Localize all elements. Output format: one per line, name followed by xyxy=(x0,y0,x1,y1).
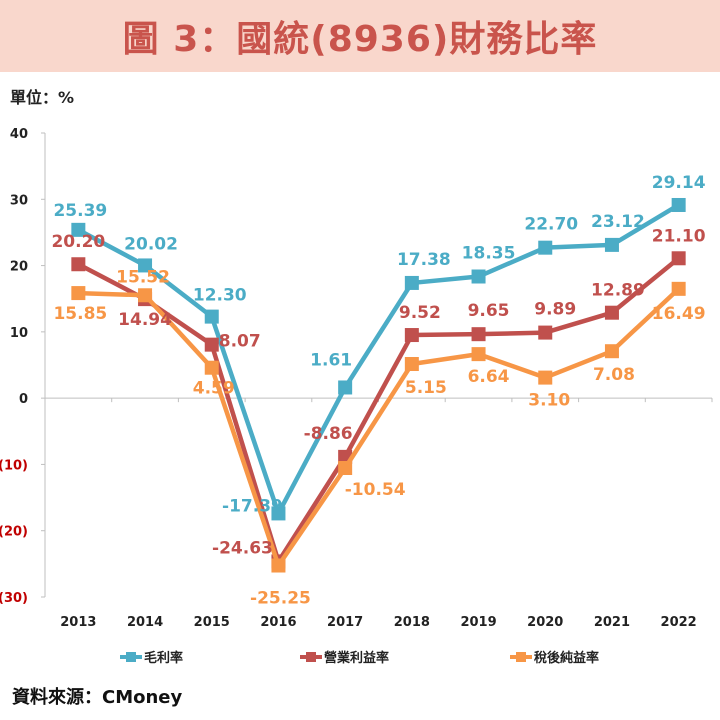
data-point-marker xyxy=(404,328,419,343)
data-point-marker xyxy=(138,288,153,303)
data-point-marker xyxy=(71,257,86,272)
data-label: 29.14 xyxy=(652,173,706,193)
data-point-marker xyxy=(204,309,219,324)
x-tick-label: 2014 xyxy=(127,615,163,630)
legend-marker xyxy=(126,652,136,662)
x-tick-label: 2015 xyxy=(194,615,230,630)
data-point-marker xyxy=(271,558,286,573)
series-line xyxy=(77,203,680,516)
x-tick-label: 2021 xyxy=(594,615,630,630)
data-point-marker xyxy=(471,347,486,362)
y-tick-label: 10 xyxy=(10,326,28,341)
data-point-marker xyxy=(404,357,419,372)
data-point-marker xyxy=(604,344,619,359)
data-label: 12.89 xyxy=(591,281,645,301)
data-point-marker xyxy=(538,325,553,340)
y-tick-label: 30 xyxy=(10,193,28,208)
data-label: 20.20 xyxy=(51,232,105,252)
data-point-marker xyxy=(71,286,86,301)
legend-item-2: 營業利益率 xyxy=(300,650,389,666)
data-label: 16.49 xyxy=(652,304,706,324)
series-1 xyxy=(71,197,686,521)
legend-label: 稅後純益率 xyxy=(534,650,599,666)
data-point-marker xyxy=(338,461,353,476)
data-label: 15.52 xyxy=(116,267,170,287)
data-point-marker xyxy=(604,237,619,252)
y-tick-label: 40 xyxy=(10,127,28,142)
data-label: 1.61 xyxy=(310,350,352,370)
legend-item-1: 毛利率 xyxy=(120,650,183,666)
data-label: 22.70 xyxy=(524,215,578,235)
data-point-marker xyxy=(404,275,419,290)
data-label: 4.59 xyxy=(193,379,235,399)
legend-label: 營業利益率 xyxy=(324,650,389,666)
data-point-marker xyxy=(471,327,486,342)
series-line xyxy=(78,287,681,568)
y-tick-label: (30) xyxy=(0,591,28,606)
data-label: 20.02 xyxy=(124,234,178,254)
data-label: 9.89 xyxy=(534,300,576,320)
legend-marker xyxy=(516,652,526,662)
data-label: -24.63 xyxy=(212,538,273,558)
data-point-marker xyxy=(671,281,686,296)
chart-title: 圖 3：國統(8936)財務比率 xyxy=(122,19,598,60)
x-tick-label: 2020 xyxy=(527,615,563,630)
data-point-marker xyxy=(538,240,553,255)
x-tick-label: 2017 xyxy=(327,615,363,630)
data-label: 14.94 xyxy=(118,310,172,330)
data-point-marker xyxy=(538,370,553,385)
y-tick-label: (10) xyxy=(0,458,28,473)
data-label: -10.54 xyxy=(345,480,406,500)
title-banner: 圖 3：國統(8936)財務比率 xyxy=(0,0,720,72)
series-3 xyxy=(71,281,686,573)
data-label: 3.10 xyxy=(528,391,570,411)
data-point-marker xyxy=(604,305,619,320)
data-point-marker xyxy=(71,222,86,237)
data-label: -25.25 xyxy=(250,589,311,609)
data-point-marker xyxy=(671,197,686,212)
data-label: 7.08 xyxy=(593,365,635,385)
x-tick-label: 2018 xyxy=(394,615,430,630)
x-tick-label: 2022 xyxy=(661,615,697,630)
unit-label: 單位：% xyxy=(10,88,75,107)
data-label: 21.10 xyxy=(652,226,706,246)
data-label: 5.15 xyxy=(405,378,447,398)
data-label: 25.39 xyxy=(53,201,107,221)
data-point-marker xyxy=(338,380,353,395)
data-label: -8.86 xyxy=(304,424,353,444)
data-label: -17.39 xyxy=(222,496,283,516)
data-label: 17.38 xyxy=(397,250,451,270)
data-label: 23.12 xyxy=(591,212,645,232)
source-label: 資料來源：CMoney xyxy=(12,687,183,708)
legend-item-3: 稅後純益率 xyxy=(510,650,599,666)
y-tick-label: (20) xyxy=(0,525,28,540)
x-tick-label: 2013 xyxy=(60,615,96,630)
data-point-marker xyxy=(271,506,286,521)
data-label: 6.64 xyxy=(468,367,510,387)
data-label: 12.30 xyxy=(193,286,247,306)
legend-label: 毛利率 xyxy=(144,650,183,666)
x-tick-label: 2019 xyxy=(460,615,496,630)
x-tick-label: 2016 xyxy=(260,615,296,630)
data-label: 15.85 xyxy=(53,304,107,324)
data-point-marker xyxy=(138,258,153,273)
data-label: 8.07 xyxy=(219,332,261,352)
y-tick-label: 0 xyxy=(19,392,28,407)
data-label: 18.35 xyxy=(462,244,516,264)
data-point-marker xyxy=(471,269,486,284)
data-label: 9.52 xyxy=(399,303,441,323)
series-line xyxy=(77,256,681,564)
data-point-marker xyxy=(204,337,219,352)
data-label: 9.65 xyxy=(468,301,510,321)
data-point-marker xyxy=(204,360,219,375)
legend-marker xyxy=(306,652,316,662)
data-point-marker xyxy=(671,251,686,266)
y-tick-label: 20 xyxy=(10,260,28,275)
